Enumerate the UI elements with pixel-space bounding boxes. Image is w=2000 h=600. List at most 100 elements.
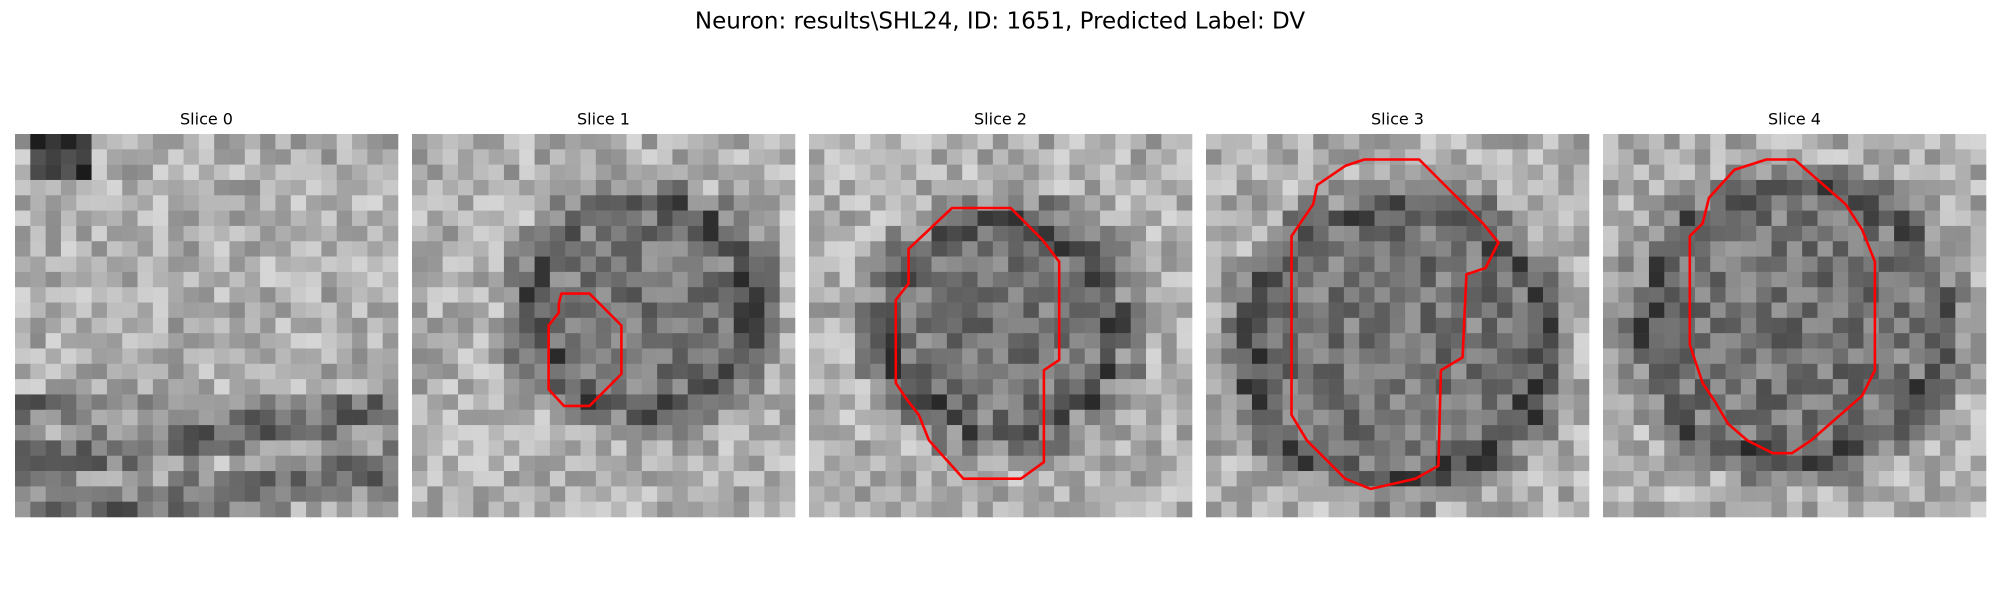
pixel — [503, 241, 520, 257]
pixel — [1573, 134, 1590, 150]
pixel — [534, 317, 551, 334]
pixel — [565, 149, 581, 165]
pixel — [672, 317, 689, 334]
pixel — [549, 455, 566, 472]
pixel — [214, 195, 230, 211]
pixel — [1558, 471, 1574, 487]
pixel — [1756, 379, 1772, 395]
pixel — [946, 134, 963, 150]
pixel — [1115, 440, 1132, 457]
pixel — [657, 501, 673, 518]
pixel — [1297, 287, 1314, 303]
pixel — [946, 333, 963, 349]
pixel — [870, 363, 886, 380]
pixel — [1374, 210, 1391, 227]
pixel — [870, 409, 886, 426]
pixel — [306, 256, 322, 273]
pixel — [152, 302, 169, 319]
pixel — [809, 179, 825, 196]
pixel — [106, 179, 123, 196]
pixel — [198, 486, 215, 502]
pixel — [198, 210, 215, 227]
pixel — [1038, 210, 1055, 227]
pixel — [1161, 210, 1177, 227]
pixel — [1420, 149, 1437, 165]
pixel — [1909, 425, 1926, 441]
pixel — [1435, 394, 1452, 411]
pixel — [1069, 455, 1086, 472]
pixel — [824, 363, 840, 380]
pixel — [1100, 195, 1116, 211]
pixel — [1802, 471, 1818, 487]
pixel — [1374, 348, 1391, 365]
pixel — [1802, 210, 1818, 227]
pixel — [1558, 195, 1574, 211]
pixel — [565, 195, 581, 211]
pixel — [1924, 210, 1941, 227]
pixel — [1970, 363, 1987, 380]
pixel — [900, 440, 917, 457]
pixel — [1664, 409, 1680, 426]
pixel — [718, 440, 735, 457]
pixel — [534, 241, 551, 257]
pixel — [290, 455, 307, 472]
pixel — [1069, 271, 1086, 288]
pixel — [595, 287, 612, 303]
pixel — [1909, 409, 1926, 426]
pixel — [1664, 195, 1680, 211]
pixel — [1527, 134, 1544, 150]
pixel — [1512, 164, 1529, 181]
pixel — [1389, 425, 1406, 441]
pixel — [290, 241, 307, 257]
pixel — [962, 271, 978, 288]
pixel — [1343, 271, 1360, 288]
pixel — [1251, 195, 1268, 211]
pixel — [1648, 409, 1665, 426]
pixel — [91, 210, 108, 227]
pixel — [1328, 471, 1345, 487]
pixel — [1206, 302, 1222, 319]
pixel — [1038, 225, 1055, 242]
pixel — [1038, 134, 1055, 150]
pixel — [687, 210, 704, 227]
pixel — [977, 455, 994, 472]
pixel — [1497, 195, 1513, 211]
pixel — [1664, 225, 1680, 242]
pixel — [1497, 317, 1513, 334]
pixel — [1512, 271, 1529, 288]
pixel — [1115, 363, 1132, 380]
pixel — [1512, 394, 1529, 411]
pixel — [1817, 302, 1834, 319]
pixel — [946, 164, 963, 181]
pixel — [427, 164, 443, 181]
pixel — [1802, 195, 1818, 211]
pixel — [1038, 256, 1055, 273]
pixel — [382, 394, 399, 411]
pixel — [45, 348, 62, 365]
pixel — [703, 164, 719, 181]
pixel — [1771, 455, 1788, 472]
pixel — [15, 149, 31, 165]
pixel — [1694, 164, 1711, 181]
pixel — [992, 486, 1009, 502]
pixel — [764, 241, 780, 257]
pixel — [1940, 379, 1956, 395]
pixel — [824, 241, 840, 257]
pixel — [336, 179, 353, 196]
pixel — [1069, 486, 1086, 502]
pixel — [885, 409, 902, 426]
pixel — [824, 455, 840, 472]
pixel — [352, 440, 368, 457]
pixel — [1894, 225, 1910, 242]
pixel — [1221, 241, 1237, 257]
pixel — [1069, 134, 1086, 150]
pixel — [519, 409, 535, 426]
pixel — [1894, 440, 1910, 457]
pixel — [152, 501, 169, 518]
pixel — [1146, 501, 1162, 518]
pixel — [779, 134, 796, 150]
pixel — [1664, 134, 1680, 150]
pixel — [549, 440, 566, 457]
pixel — [1435, 210, 1452, 227]
pixel — [749, 302, 765, 319]
